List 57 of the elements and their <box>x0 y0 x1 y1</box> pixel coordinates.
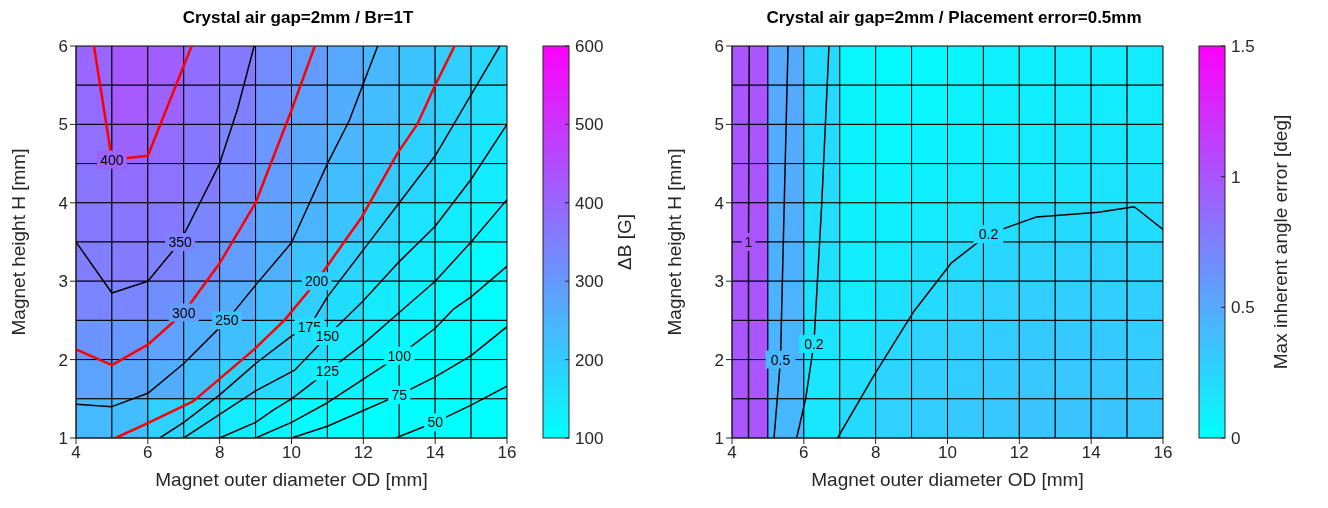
y-tick-label: 2 <box>58 350 68 370</box>
x-tick-label: 6 <box>799 443 809 463</box>
color-bar-label: 500 <box>575 115 604 135</box>
x-tick-label: 16 <box>497 443 517 463</box>
series-label: 0.5 <box>770 351 791 368</box>
y-tick-label: 3 <box>58 272 68 292</box>
x-tick-label: 6 <box>143 443 153 463</box>
x-tick-label: 14 <box>1081 443 1101 463</box>
series-label: 1 <box>744 234 753 250</box>
series-label: 0.2 <box>978 226 999 243</box>
x-tick-label: 12 <box>1009 443 1029 463</box>
y-tick-label: 4 <box>58 193 68 213</box>
series-label: 200 <box>304 273 329 290</box>
y-tick-label: 4 <box>714 193 724 213</box>
color-bar-label: 400 <box>575 193 604 213</box>
x-axis-title: Magnet outer diameter OD [mm] <box>811 469 1084 490</box>
series-label: 50 <box>427 414 444 431</box>
y-tick-label: 2 <box>714 350 724 370</box>
color-bar-label: 0.5 <box>1231 298 1255 318</box>
chart-title: Crystal air gap=2mm / Placement error=0.5mm <box>765 8 1143 28</box>
color-bar-label: 300 <box>575 272 604 292</box>
y-axis-title: Magnet height H [mm] <box>7 148 29 336</box>
color-bar-label: 0 <box>1231 429 1241 448</box>
y-tick-label: 5 <box>58 115 68 135</box>
series-label: 125 <box>315 363 340 380</box>
series-label: 75 <box>391 386 408 403</box>
x-tick-label: 8 <box>214 443 225 463</box>
color-bar-label: 1 <box>1231 167 1241 187</box>
y-tick-label: 5 <box>714 115 724 135</box>
chart-title: Crystal air gap=2mm / Br=1T <box>181 8 415 28</box>
series-label: 100 <box>387 347 412 364</box>
series-label: 350 <box>168 234 193 250</box>
color-bar-label: 600 <box>575 37 604 56</box>
y-tick-label: 6 <box>58 37 68 57</box>
x-tick-label: 14 <box>425 443 445 463</box>
color-bar-label: 200 <box>575 350 604 370</box>
x-tick-label: 10 <box>282 443 301 463</box>
x-tick-label: 8 <box>870 443 881 463</box>
y-tick-label: 6 <box>714 37 724 57</box>
series-label: 300 <box>172 304 196 321</box>
series-label: 0.2 <box>804 335 824 352</box>
color-bar-title: Max inherent angle error [deg] <box>1270 114 1291 370</box>
series-label: 250 <box>215 312 239 329</box>
x-tick-label: 12 <box>353 443 373 463</box>
x-tick-label: 10 <box>938 443 957 463</box>
x-tick-label: 4 <box>727 443 737 463</box>
y-tick-label: 1 <box>714 429 724 449</box>
y-tick-label: 1 <box>58 429 68 449</box>
color-bar-title: ΔB [G] <box>614 214 635 270</box>
x-tick-label: 16 <box>1153 443 1173 463</box>
y-axis-title: Magnet height H [mm] <box>663 148 685 336</box>
y-tick-label: 3 <box>714 272 724 292</box>
x-axis-title: Magnet outer diameter OD [mm] <box>155 469 428 490</box>
color-bar-label: 1.5 <box>1231 37 1255 56</box>
series-label: 400 <box>100 151 124 168</box>
color-bar-label: 100 <box>575 429 604 448</box>
x-tick-label: 4 <box>71 443 81 463</box>
